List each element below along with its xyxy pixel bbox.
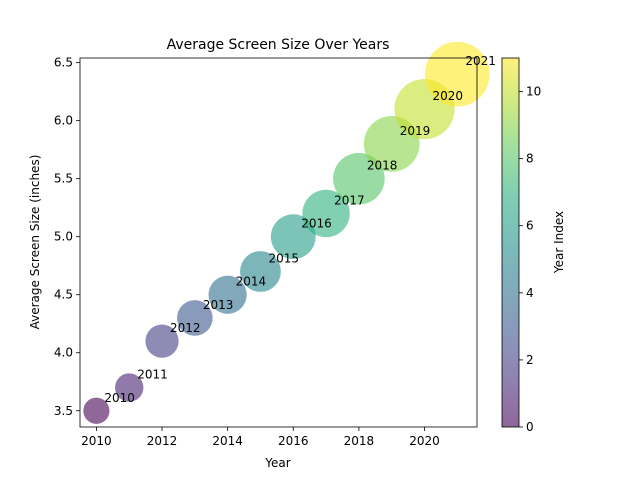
chart-title: Average Screen Size Over Years xyxy=(167,37,390,53)
colorbar: 0 2 4 6 8 10 xyxy=(501,57,541,434)
x-tick-label: 2010 xyxy=(81,434,112,448)
y-tick-label: 6.5 xyxy=(54,56,73,70)
colorbar-title: Year Index xyxy=(552,211,566,274)
data-point xyxy=(333,152,385,205)
colorbar-tick-label: 8 xyxy=(526,152,534,166)
y-tick-label: 3.5 xyxy=(54,404,73,418)
y-tick-label: 4.0 xyxy=(54,346,73,360)
y-axis: 3.5 4.0 4.5 5.0 5.5 6.0 6.5 xyxy=(54,56,80,418)
x-tick-label: 2012 xyxy=(147,434,178,448)
point-label: 2013 xyxy=(203,298,234,312)
point-label: 2019 xyxy=(400,124,431,138)
x-axis: 2010 2012 2014 2016 2018 2020 xyxy=(81,427,440,448)
y-tick-label: 4.5 xyxy=(54,288,73,302)
data-point xyxy=(208,275,247,314)
data-point xyxy=(177,300,213,336)
x-axis-title: Year xyxy=(264,456,290,470)
y-tick-label: 5.0 xyxy=(54,230,73,244)
y-tick-label: 5.5 xyxy=(54,172,73,186)
data-point xyxy=(145,324,179,358)
colorbar-gradient xyxy=(501,57,520,428)
point-label: 2016 xyxy=(301,217,332,231)
x-tick-label: 2014 xyxy=(212,434,243,448)
data-point xyxy=(83,397,110,424)
y-tick-label: 6.0 xyxy=(54,114,73,128)
point-label: 2015 xyxy=(268,252,299,266)
point-label: 2018 xyxy=(367,159,398,173)
colorbar-tick-label: 0 xyxy=(526,420,534,434)
colorbar-tick-label: 4 xyxy=(526,286,534,300)
x-tick-label: 2016 xyxy=(278,434,309,448)
y-axis-title: Average Screen Size (inches) xyxy=(28,155,42,330)
point-label: 2017 xyxy=(334,193,365,207)
point-label: 2011 xyxy=(137,368,168,382)
data-point xyxy=(270,214,316,260)
x-tick-label: 2020 xyxy=(409,434,440,448)
point-label: 2014 xyxy=(236,275,267,289)
data-point xyxy=(240,251,281,292)
point-label: 2020 xyxy=(433,89,464,103)
x-tick-label: 2018 xyxy=(344,434,375,448)
colorbar-tick-label: 6 xyxy=(526,219,534,233)
colorbar-tick-label: 2 xyxy=(526,353,534,367)
data-point xyxy=(115,373,144,402)
point-label: 2021 xyxy=(465,54,496,68)
data-points xyxy=(83,41,490,424)
plot-frame xyxy=(79,57,478,428)
point-label: 2012 xyxy=(170,321,201,335)
data-point xyxy=(302,189,350,238)
colorbar-tick-label: 10 xyxy=(526,85,541,99)
point-label: 2010 xyxy=(104,391,135,405)
